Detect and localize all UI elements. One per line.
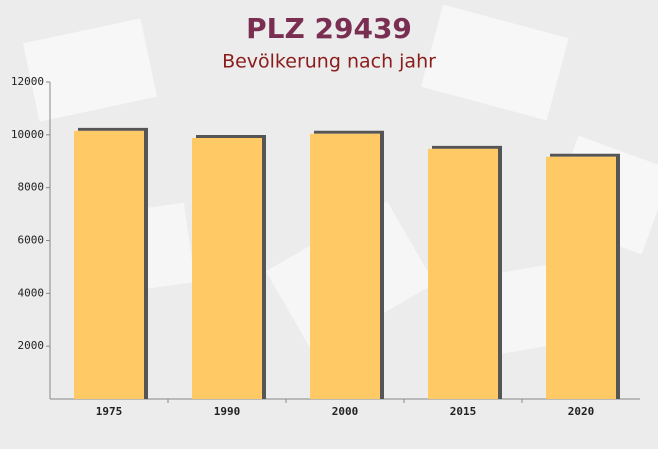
x-tick-label: 2000 bbox=[332, 405, 359, 418]
x-tick-label: 1975 bbox=[96, 405, 123, 418]
x-tick-label: 1990 bbox=[214, 405, 241, 418]
bar bbox=[74, 130, 144, 399]
chart-title: PLZ 29439 bbox=[246, 12, 412, 45]
bar bbox=[546, 156, 616, 399]
y-tick-label: 4000 bbox=[18, 286, 45, 299]
y-tick-label: 10000 bbox=[11, 128, 44, 141]
y-tick-label: 2000 bbox=[18, 339, 45, 352]
x-tick-label: 2015 bbox=[450, 405, 477, 418]
y-tick-label: 12000 bbox=[11, 75, 44, 88]
bar bbox=[428, 148, 498, 399]
bar bbox=[310, 133, 380, 399]
x-tick-label: 2020 bbox=[568, 405, 595, 418]
bar bbox=[192, 138, 262, 399]
chart-subtitle: Bevölkerung nach jahr bbox=[222, 51, 436, 73]
y-tick-label: 6000 bbox=[18, 234, 45, 247]
y-tick-label: 8000 bbox=[18, 181, 45, 194]
